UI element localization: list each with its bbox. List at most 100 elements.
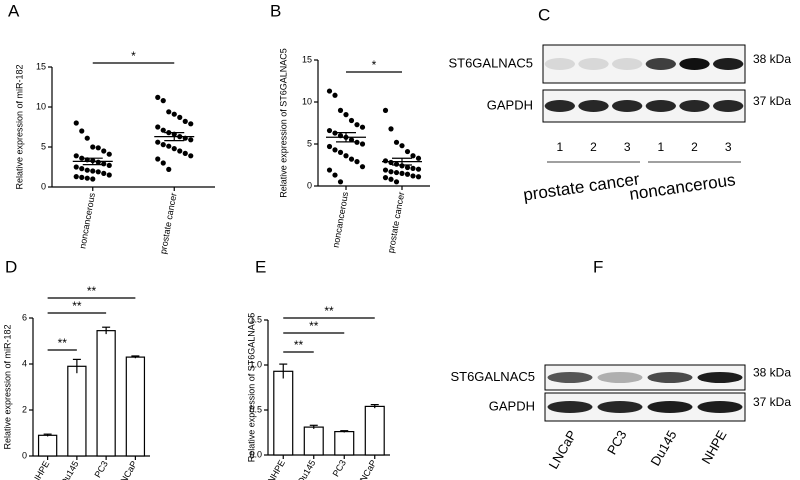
row-label: GAPDH (487, 97, 533, 112)
blot-band (679, 58, 710, 70)
row-label: GAPDH (489, 398, 535, 413)
data-point (188, 121, 194, 127)
significance-label: ** (58, 336, 68, 350)
lane-label: Du145 (647, 428, 679, 469)
x-tick-label: noncancerous (331, 191, 351, 249)
panel-letter: F (593, 257, 603, 276)
y-tick-label: 0 (22, 450, 27, 460)
group-label: prostate cancer (522, 169, 641, 204)
data-point (399, 170, 405, 176)
data-point (101, 170, 107, 176)
data-point (79, 174, 85, 180)
bar (303, 426, 324, 456)
data-point (160, 160, 166, 166)
blot-band (547, 401, 593, 413)
data-point (90, 168, 96, 174)
bar (96, 330, 116, 457)
x-tick-label: NHPE (266, 458, 287, 480)
panel-letter: A (8, 1, 20, 20)
data-point (166, 109, 172, 115)
data-point (337, 179, 344, 185)
row-label: ST6GALNAC5 (448, 55, 533, 70)
data-point (182, 118, 188, 124)
lane-label: 1 (657, 140, 664, 154)
x-tick-label: Du145 (296, 458, 318, 480)
data-point (388, 176, 394, 182)
lane-label: LNCaP (546, 428, 580, 472)
data-point (326, 127, 333, 134)
data-point (73, 153, 79, 159)
data-point (410, 153, 416, 159)
data-point (160, 127, 166, 133)
data-point (326, 143, 333, 150)
y-tick-label: 1.0 (249, 359, 262, 369)
bar (37, 434, 58, 457)
y-tick-label: 5 (307, 138, 312, 148)
significance-label: ** (309, 319, 319, 333)
data-point (177, 114, 183, 120)
data-point (155, 139, 161, 145)
lane-label: NHPE (699, 427, 730, 466)
data-point (399, 143, 405, 149)
significance-label: * (131, 49, 136, 63)
blot-band (597, 372, 643, 383)
y-axis-label: Relative expression of miR-182 (2, 324, 12, 449)
y-tick-label: 5 (41, 141, 46, 151)
data-point (388, 169, 394, 175)
data-point (410, 165, 416, 171)
y-tick-label: 0 (41, 181, 46, 191)
significance-label: * (372, 58, 377, 72)
data-point (106, 172, 112, 178)
y-tick-label: 4 (22, 358, 27, 368)
blot-band (713, 100, 744, 112)
data-point (332, 172, 338, 178)
blot-frame (542, 89, 746, 123)
data-point (354, 139, 360, 145)
blot-band (612, 100, 643, 112)
data-point (166, 166, 172, 172)
data-point (84, 135, 90, 141)
y-tick-label: 10 (36, 101, 46, 111)
data-point (326, 167, 333, 173)
blot-band (597, 401, 643, 413)
data-point (160, 142, 166, 148)
data-point (415, 174, 422, 180)
data-point (95, 145, 101, 151)
data-point (393, 161, 400, 167)
blot-band (578, 58, 609, 70)
blot-band (612, 58, 643, 70)
x-tick-label: LNCaP (116, 459, 139, 480)
significance-label: ** (87, 284, 97, 298)
y-tick-label: 0.5 (249, 404, 262, 414)
size-label: 37 kDa (753, 395, 791, 409)
data-point (84, 175, 90, 181)
y-tick-label: 2 (22, 404, 27, 414)
lane-label: 2 (691, 140, 698, 154)
data-point (90, 144, 96, 150)
data-point (337, 149, 344, 155)
data-point (73, 174, 79, 180)
lane-label: 1 (556, 140, 563, 154)
data-point (95, 169, 101, 175)
data-point (359, 141, 366, 147)
data-point (332, 130, 338, 136)
x-tick-label: PC3 (92, 459, 109, 479)
data-point (393, 169, 400, 176)
data-point (393, 139, 400, 145)
lane-label: 2 (590, 140, 597, 154)
x-tick-label: LNCaP (355, 458, 378, 480)
panel-letter: C (538, 5, 550, 24)
data-point (404, 171, 411, 177)
x-tick-label: prostate cancer (158, 192, 179, 255)
panel-letter: B (270, 1, 281, 20)
blot-band (544, 100, 575, 112)
data-point (73, 164, 79, 170)
data-point (79, 128, 85, 134)
data-point (359, 164, 366, 170)
data-point (404, 164, 411, 171)
data-point (343, 153, 349, 159)
data-point (332, 147, 338, 153)
lane-label: 3 (624, 140, 631, 154)
y-tick-label: 0.0 (249, 449, 262, 459)
